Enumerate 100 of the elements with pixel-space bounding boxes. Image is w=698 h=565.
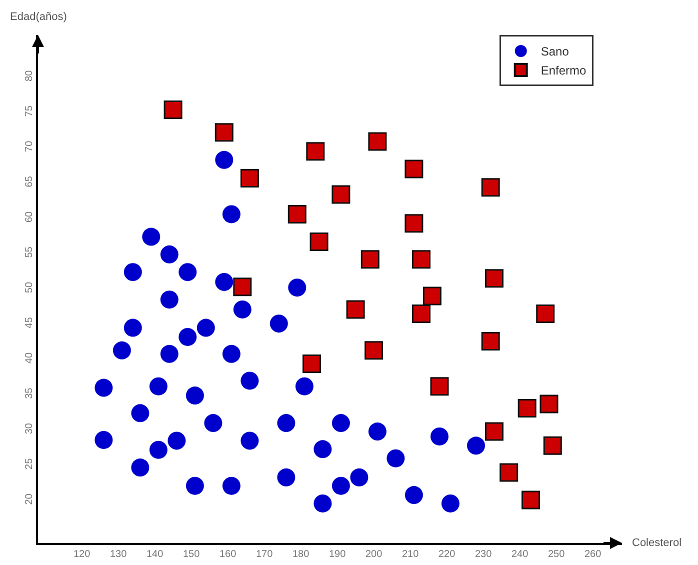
point [314, 440, 332, 458]
point [314, 494, 332, 512]
point [422, 286, 442, 306]
point [142, 228, 160, 246]
point [386, 449, 405, 468]
point [368, 422, 386, 441]
x-tick-label: 130 [110, 549, 128, 560]
point [94, 378, 113, 397]
point [149, 377, 168, 396]
x-tick-label: 210 [402, 549, 420, 560]
point [332, 476, 350, 495]
x-tick-label: 260 [584, 549, 602, 560]
y-tick-label: 70 [24, 140, 35, 152]
point [240, 432, 259, 450]
point [186, 386, 204, 405]
x-tick-label: 180 [292, 549, 310, 560]
point [168, 432, 186, 450]
point [222, 205, 240, 224]
point [522, 490, 540, 510]
y-tick-label: 45 [24, 316, 35, 328]
point [124, 318, 142, 337]
point [160, 344, 178, 363]
point [215, 272, 234, 291]
point [295, 377, 314, 396]
point [404, 214, 424, 233]
y-tick-label: 50 [24, 282, 35, 294]
x-tick-label: 220 [438, 549, 456, 560]
point [164, 100, 182, 120]
point [124, 263, 142, 282]
point [233, 300, 252, 318]
point [288, 204, 306, 224]
x-tick-label: 170 [256, 549, 274, 560]
y-tick-label: 65 [24, 176, 35, 188]
y-tick-label: 35 [24, 387, 35, 399]
point [518, 398, 536, 418]
point [441, 494, 460, 512]
point [131, 458, 150, 476]
point [481, 332, 500, 350]
point [222, 476, 240, 495]
point [112, 341, 131, 360]
point [368, 132, 387, 151]
point [288, 278, 306, 297]
x-tick-label: 200 [365, 549, 383, 560]
point [214, 123, 234, 142]
y-tick-label: 80 [24, 70, 35, 82]
point [360, 250, 380, 269]
point [240, 168, 259, 188]
point [430, 377, 449, 396]
point [160, 245, 178, 264]
point [430, 427, 448, 446]
y-tick-label: 30 [24, 422, 35, 434]
point [310, 232, 328, 251]
x-tick-label: 150 [182, 549, 200, 560]
point [178, 263, 197, 282]
x-tick-label: 140 [146, 549, 164, 560]
point [467, 436, 485, 455]
point [485, 269, 504, 288]
y-tick-label: 40 [24, 352, 35, 364]
point [131, 404, 150, 422]
x-axis-title: Colesterol [632, 537, 682, 549]
x-tick-label: 190 [328, 549, 346, 560]
y-tick-label: 60 [24, 210, 35, 223]
point [332, 185, 350, 204]
point [204, 414, 222, 432]
point [485, 422, 504, 441]
x-tick-label: 250 [548, 549, 566, 560]
point [94, 430, 113, 449]
x-tick-label: 120 [73, 549, 91, 560]
point [233, 278, 252, 296]
point [196, 318, 215, 337]
point [186, 476, 204, 495]
point [306, 142, 325, 161]
y-tick-label: 75 [24, 105, 35, 117]
point [543, 436, 562, 455]
point [222, 344, 240, 363]
point [364, 341, 384, 360]
point [350, 468, 368, 486]
point [178, 328, 197, 346]
x-tick-label: 240 [511, 549, 529, 560]
x-tick-label: 160 [219, 549, 237, 560]
point [240, 372, 259, 390]
y-tick-label: 20 [24, 493, 35, 505]
legend-label: Enfermo [540, 64, 587, 78]
point [536, 304, 555, 323]
legend-label: Sano [540, 44, 570, 59]
point [481, 178, 500, 197]
point [346, 300, 365, 319]
point [412, 250, 430, 269]
y-axis-title: Edad(años) [10, 11, 67, 23]
point [215, 150, 234, 169]
point [500, 463, 518, 482]
point [149, 440, 168, 459]
y-tick-label: 55 [24, 246, 35, 258]
point [332, 414, 350, 432]
point [302, 354, 321, 374]
point [404, 486, 423, 504]
x-tick-label: 230 [474, 549, 492, 560]
point [160, 290, 178, 309]
y-tick-label: 25 [24, 458, 35, 470]
point [540, 394, 558, 414]
